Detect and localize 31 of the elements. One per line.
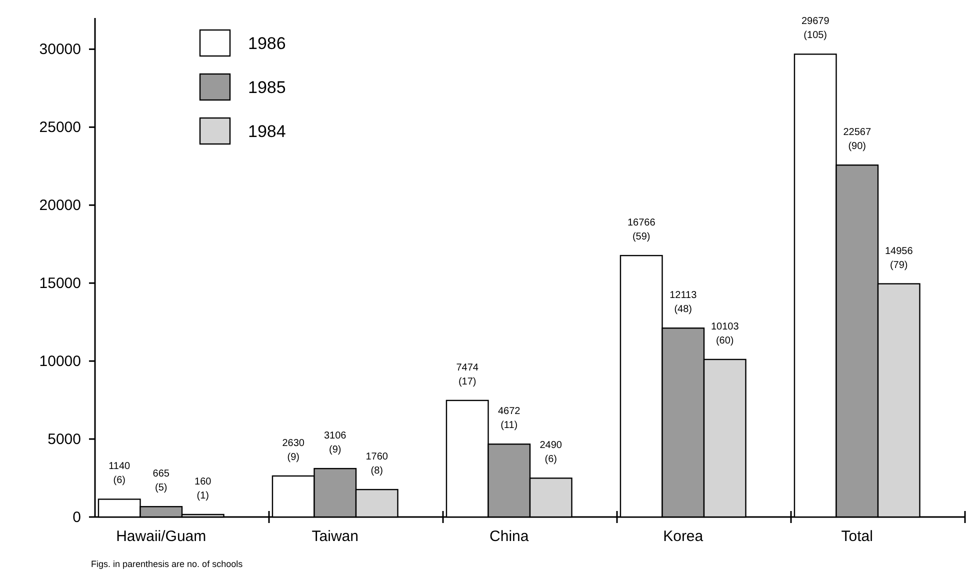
legend-label: 1986 <box>248 34 286 53</box>
data-label: 3106 (9) <box>324 430 347 456</box>
legend-label: 1984 <box>248 122 286 141</box>
data-label: 16766 (59) <box>627 218 656 243</box>
data-label: 160 (1) <box>194 476 212 502</box>
data-label: 29679 (105) <box>801 16 830 42</box>
x-tick-label: Taiwan <box>312 528 358 545</box>
y-tick-label: 5000 <box>48 431 81 448</box>
y-tick-label: 25000 <box>39 119 81 136</box>
data-label: 2490 (6) <box>540 440 562 466</box>
x-tick-label: Hawaii/Guam <box>116 528 206 545</box>
y-tick-label: 15000 <box>39 275 81 292</box>
text: Figs. in parenthesis are no. of schools <box>91 559 244 569</box>
x-tick-label: Korea <box>663 528 704 545</box>
data-label: 22567 (90) <box>843 127 872 152</box>
data-label: 665 (5) <box>152 468 170 494</box>
x-tick-label: Total <box>841 528 873 545</box>
data-label: 1760 (8) <box>366 452 388 477</box>
y-tick-label: 30000 <box>39 41 81 58</box>
data-label: 2630 (9) <box>282 438 305 463</box>
y-tick-label: 10000 <box>39 353 81 370</box>
data-label: 1140 (6) <box>108 461 131 486</box>
data-label: 4672 (11) <box>498 406 521 432</box>
y-tick-label: 0 <box>72 509 81 526</box>
data-label: 10103 (60) <box>710 321 740 346</box>
data-label: 12113 (48) <box>670 290 698 316</box>
data-label: 14956 (79) <box>884 246 914 271</box>
x-tick-label: China <box>490 528 530 545</box>
data-label: 7474 (17) <box>456 362 479 388</box>
legend-label: 1985 <box>248 78 286 97</box>
y-tick-label: 20000 <box>39 197 81 214</box>
